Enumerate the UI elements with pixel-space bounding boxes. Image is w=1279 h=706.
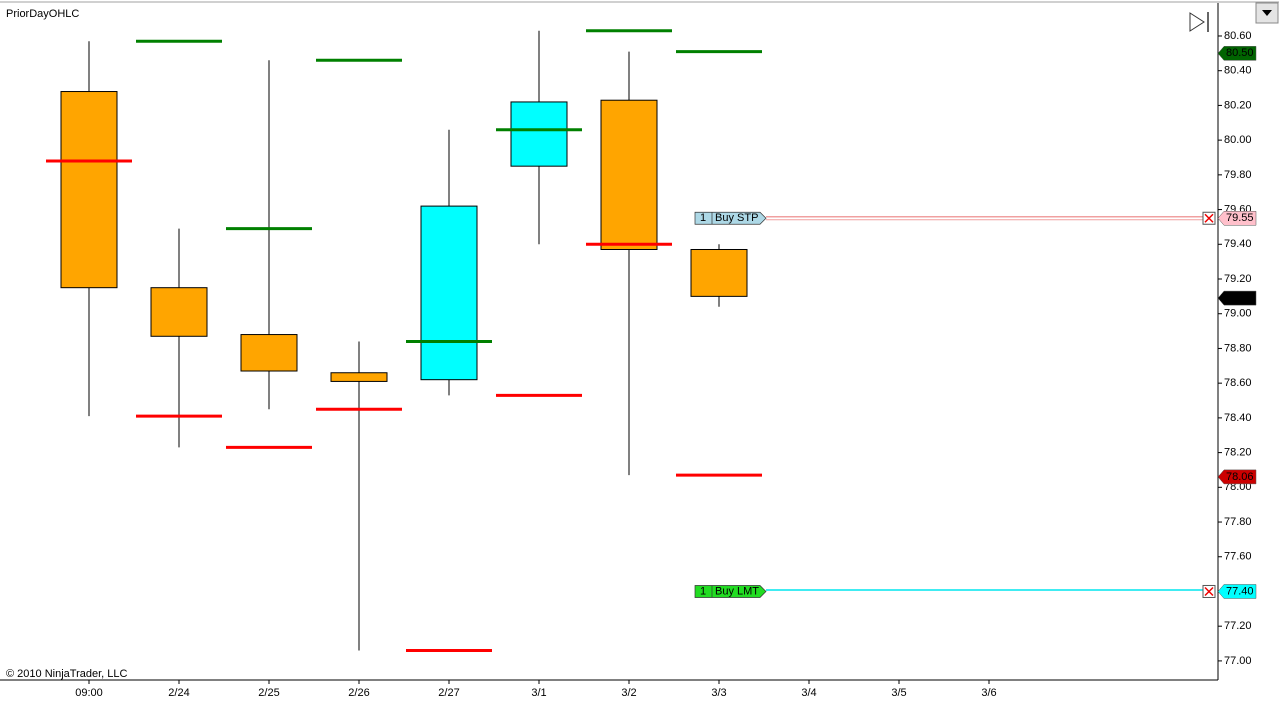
x-tick-label: 3/5	[891, 687, 906, 699]
candle-body	[510, 101, 568, 167]
price-marker-label: 79.09	[1226, 292, 1254, 304]
x-tick-label: 09:00	[75, 687, 103, 699]
y-tick-label: 79.80	[1224, 169, 1252, 181]
cancel-x	[1204, 213, 1214, 223]
candle-body	[690, 248, 748, 297]
y-tick-label: 77.60	[1224, 551, 1252, 563]
candle-body	[150, 287, 208, 337]
x-tick-label: 3/3	[711, 687, 726, 699]
cancel-x	[1204, 586, 1214, 596]
order-tag	[694, 585, 767, 598]
x-tick-label: 3/2	[621, 687, 636, 699]
y-tick-label: 78.00	[1224, 481, 1252, 493]
x-tick-label: 2/27	[438, 687, 459, 699]
x-tick-label: 3/4	[801, 687, 816, 699]
y-tick-label: 77.80	[1224, 516, 1252, 528]
order-type: Buy LMT	[715, 585, 759, 597]
y-tick-label: 79.40	[1224, 238, 1252, 250]
order-qty: 1	[700, 585, 706, 597]
price-marker	[1217, 46, 1257, 61]
candle-body	[420, 205, 478, 381]
y-tick-label: 78.20	[1224, 447, 1252, 459]
y-tick-label: 78.80	[1224, 342, 1252, 354]
price-marker	[1217, 469, 1257, 485]
y-tick-label: 80.60	[1224, 30, 1252, 42]
candle-body	[600, 99, 658, 250]
order-type: Buy STP	[715, 212, 758, 224]
scroll-end-button[interactable]	[1189, 12, 1209, 32]
order-cancel[interactable]	[1202, 584, 1216, 598]
candle-body	[60, 91, 118, 289]
x-tick-label: 2/26	[348, 687, 369, 699]
price-marker	[1217, 211, 1257, 226]
order[interactable]: 1 Buy STP	[694, 211, 1216, 225]
chart-title: PriorDayOHLC	[6, 8, 79, 20]
y-tick-label: 77.00	[1224, 655, 1252, 667]
dropdown-arrow	[1262, 10, 1272, 16]
candle-body	[330, 372, 388, 382]
y-tick-label: 79.00	[1224, 308, 1252, 320]
order[interactable]: 1 Buy LMT	[694, 584, 1216, 598]
x-tick-label: 2/24	[168, 687, 189, 699]
play-icon	[1189, 12, 1205, 32]
y-tick-label: 80.20	[1224, 99, 1252, 111]
y-tick-label: 79.20	[1224, 273, 1252, 285]
y-tick-label: 80.40	[1224, 65, 1252, 77]
candle-body	[240, 334, 298, 372]
price-marker-label: 78.06	[1226, 471, 1254, 483]
price-marker	[1217, 584, 1257, 599]
price-marker-label: 77.40	[1226, 585, 1254, 597]
order-cancel[interactable]	[1202, 211, 1216, 225]
order-tag	[694, 211, 767, 225]
price-marker-label: 80.50	[1226, 47, 1254, 59]
x-tick-label: 3/1	[531, 687, 546, 699]
y-tick-label: 78.60	[1224, 377, 1252, 389]
price-marker	[1217, 290, 1257, 306]
dropdown-button[interactable]	[1255, 2, 1279, 24]
y-tick-label: 77.20	[1224, 620, 1252, 632]
y-tick-label: 80.00	[1224, 134, 1252, 146]
price-marker-label: 79.55	[1226, 212, 1254, 224]
copyright: © 2010 NinjaTrader, LLC	[6, 668, 127, 680]
x-tick-label: 2/25	[258, 687, 279, 699]
order-qty: 1	[700, 212, 706, 224]
x-tick-label: 3/6	[981, 687, 996, 699]
y-tick-label: 78.40	[1224, 412, 1252, 424]
